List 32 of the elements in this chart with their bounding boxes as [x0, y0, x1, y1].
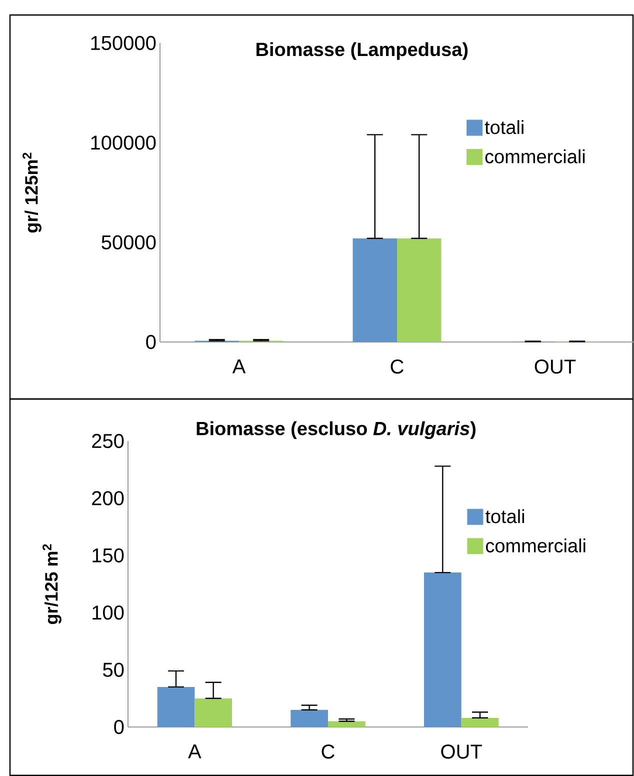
y-axis-title: gr/ 125m$^{2}$	[22, 152, 42, 233]
x-tick-label: OUT	[441, 744, 482, 759]
legend-label: commerciali	[485, 149, 585, 164]
legend-label: commerciali	[486, 538, 586, 552]
bar	[157, 686, 195, 727]
y-tick-label: 100	[92, 606, 124, 620]
y-tick-label: 50	[103, 662, 124, 677]
y-tick-label: 100000	[91, 136, 156, 150]
y-tick-label: 0	[146, 334, 156, 350]
bar	[397, 238, 442, 342]
chart-title: Biomasse (Lampedusa)	[256, 42, 468, 60]
bar	[290, 710, 328, 727]
y-axis-title: gr/125 m$^{2}$	[42, 544, 62, 624]
x-tick-label: OUT	[534, 360, 576, 374]
y-tick-label: 200	[92, 491, 124, 506]
bar	[194, 698, 232, 727]
y-tick-label: 150000	[91, 36, 156, 50]
bar	[461, 718, 499, 727]
legend-label: totali	[484, 120, 524, 134]
y-tick-label: 150	[92, 548, 124, 562]
legend-label: totali	[485, 509, 524, 524]
bar	[328, 721, 366, 727]
x-tick-label: A	[188, 744, 202, 758]
x-tick-label: C	[322, 744, 334, 759]
y-tick-label: 0	[114, 720, 124, 734]
x-tick-label: A	[232, 360, 246, 374]
x-tick-label: C	[390, 360, 404, 374]
chart-title: Biomasse (escluso D. vulgaris)	[196, 421, 476, 440]
bar	[352, 238, 398, 342]
bar	[424, 572, 462, 727]
y-tick-label: 50000	[102, 235, 156, 250]
y-tick-label: 250	[92, 434, 124, 448]
